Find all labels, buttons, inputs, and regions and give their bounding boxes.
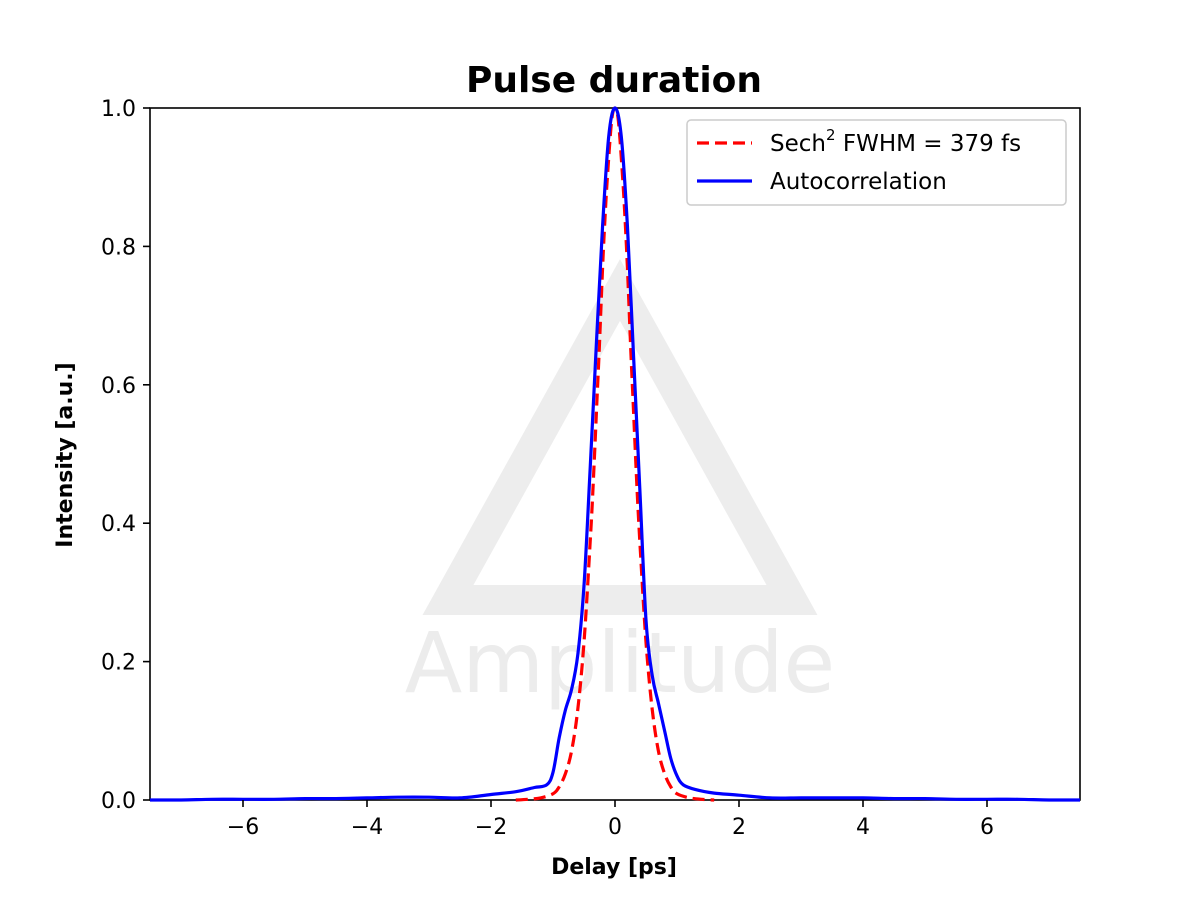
watermark-triangle [422, 259, 818, 615]
legend-label-sech2-rest: FWHM = 379 fs [836, 131, 1022, 157]
x-tick-label: −4 [351, 815, 383, 840]
y-axis-ticks: 0.0 0.2 0.4 0.6 0.8 1.0 [101, 97, 150, 814]
x-tick-label: −6 [227, 815, 259, 840]
y-tick-label: 0.8 [101, 235, 136, 260]
y-tick-label: 0.2 [101, 651, 136, 676]
legend-box [686, 119, 1067, 206]
series-layer [150, 106, 1080, 802]
legend-label-sech2-main: Sech [770, 131, 826, 157]
x-tick-label: −2 [475, 815, 507, 840]
watermark-text: Amplitude [405, 614, 835, 712]
x-axis-ticks: −6 −4 −2 0 2 4 6 [227, 800, 994, 840]
legend-label-sech2-sup: 2 [826, 126, 836, 144]
chart-title: Pulse duration [466, 60, 762, 101]
y-tick-label: 1.0 [101, 97, 136, 122]
legend: Sech2 FWHM = 379 fs Autocorrelation [686, 119, 1067, 206]
x-tick-label: 2 [732, 815, 746, 840]
x-tick-label: 6 [980, 815, 994, 840]
legend-label-autocorrelation: Autocorrelation [770, 169, 947, 195]
legend-label-sech2: Sech2 FWHM = 379 fs [770, 126, 1021, 157]
watermark: Amplitude [405, 259, 835, 712]
y-tick-label: 0.4 [101, 512, 136, 537]
x-tick-label: 4 [856, 815, 870, 840]
y-tick-label: 0.0 [101, 789, 136, 814]
x-axis-title: Delay [ps] [551, 855, 677, 880]
y-axis-title: Intensity [a.u.] [53, 362, 78, 547]
x-tick-label: 0 [608, 815, 622, 840]
series-line-autocorrelation [150, 106, 1080, 802]
y-tick-label: 0.6 [101, 374, 136, 399]
